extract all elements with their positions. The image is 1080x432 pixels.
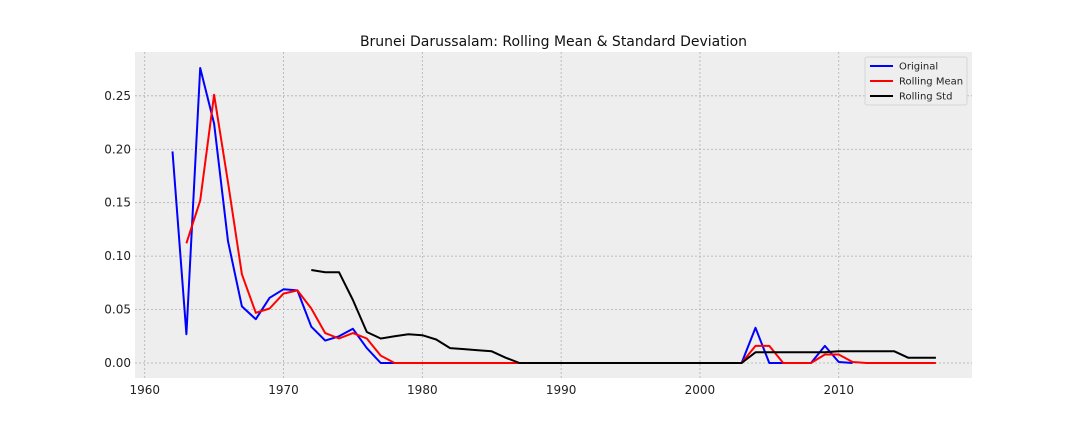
y-tick-label: 0.20 <box>104 142 131 156</box>
plot-background <box>135 52 972 378</box>
x-tick-label: 1960 <box>129 383 160 397</box>
grid-lines <box>135 52 972 378</box>
legend-box <box>864 56 968 106</box>
legend: Original Rolling Mean Rolling Std <box>864 56 968 106</box>
x-tick-label: 1990 <box>546 383 577 397</box>
series-group <box>171 67 936 364</box>
x-tick-label: 1970 <box>268 383 299 397</box>
y-tick-label: 0.15 <box>104 196 131 210</box>
legend-label: Original <box>899 62 938 73</box>
chart-title: Brunei Darussalam: Rolling Mean & Standa… <box>360 34 747 50</box>
axis-tick-labels: 1960 1970 1980 1990 2000 2010 0.00 0.05 0.10 0.15… <box>104 89 854 397</box>
legend-label: Rolling Std <box>899 92 952 103</box>
x-tick-label: 2000 <box>685 383 716 397</box>
y-tick-label: 0.05 <box>104 303 131 317</box>
series-line-rolling-std <box>311 269 936 364</box>
legend-label: Rolling Mean <box>899 77 963 88</box>
y-tick-label: 0.00 <box>104 356 131 370</box>
y-tick-label: 0.10 <box>104 249 131 263</box>
x-tick-label: 2010 <box>823 383 854 397</box>
x-tick-label: 1980 <box>407 383 438 397</box>
y-tick-label: 0.25 <box>104 89 131 103</box>
